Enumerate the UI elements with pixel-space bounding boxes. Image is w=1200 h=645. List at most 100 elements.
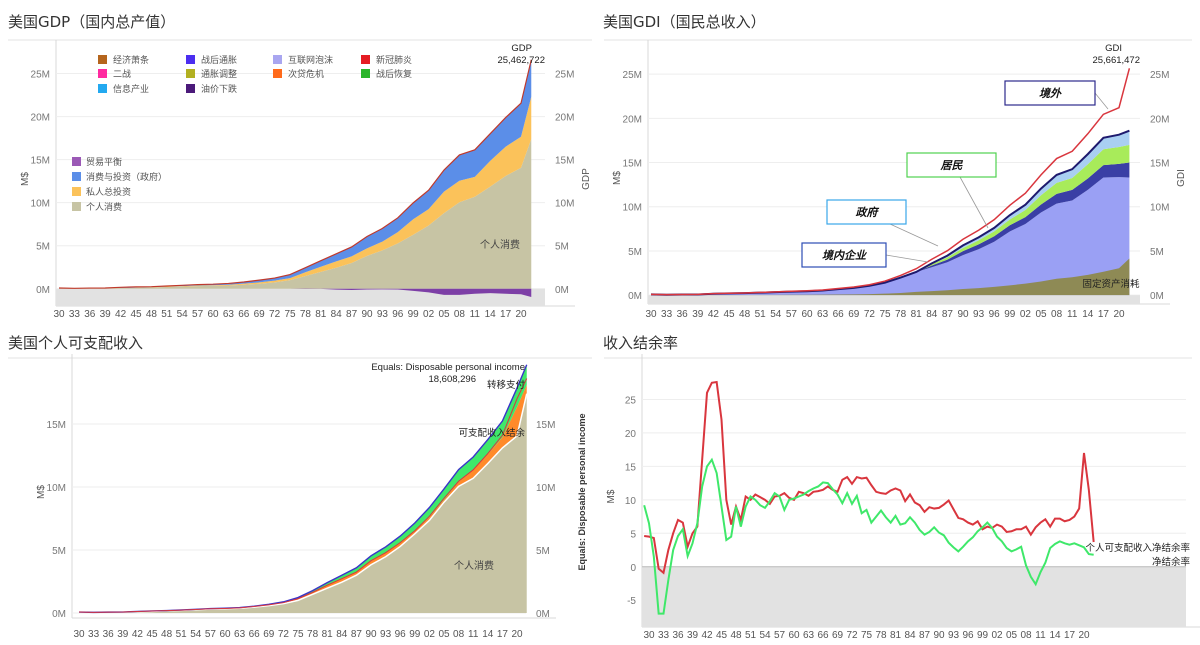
y-tick-label: 0M: [52, 609, 66, 620]
x-tick-label: 11: [1067, 309, 1078, 320]
disp-title: 美国个人可支配收入: [8, 334, 144, 352]
annotation-box: [1004, 80, 1096, 106]
x-tick-label: 96: [989, 309, 1001, 320]
y-right-tick-label: 0M: [1150, 291, 1164, 302]
y-axis-label: M$: [606, 489, 617, 503]
y-axis-label-right: Equals: Disposable personal income: [577, 413, 587, 570]
x-tick-label: 57: [774, 630, 786, 641]
line-label: 个人可支配收入净结余率: [1085, 542, 1190, 554]
y-axis-label-right: GDP: [581, 168, 592, 190]
x-tick-label: 75: [879, 309, 891, 320]
x-tick-label: 45: [146, 629, 158, 640]
y-right-tick-label: 10M: [555, 199, 574, 210]
x-tick-label: 36: [672, 630, 684, 641]
negative-zone: [56, 288, 545, 306]
x-tick-label: 84: [926, 309, 938, 320]
x-tick-label: 99: [409, 629, 421, 640]
annotation-text: 境外: [1039, 87, 1062, 100]
x-tick-label: 81: [911, 309, 923, 320]
x-tick-label: 87: [346, 309, 358, 320]
x-tick-label: 30: [643, 630, 655, 641]
y-tick-label: 20M: [31, 113, 50, 124]
y-right-tick-label: 10M: [536, 483, 555, 494]
x-tick-label: 11: [1035, 630, 1046, 641]
x-tick-label: 60: [788, 630, 800, 641]
legend-swatch: [273, 69, 282, 78]
x-tick-label: 05: [1035, 309, 1047, 320]
y-right-tick-label: 0M: [536, 609, 550, 620]
x-tick-label: 45: [716, 630, 728, 641]
legend-swatch: [98, 69, 107, 78]
x-tick-label: 11: [470, 309, 481, 320]
area-label: 转移支付: [487, 379, 526, 391]
legend-swatch: [98, 55, 107, 64]
x-tick-label: 69: [848, 309, 860, 320]
y-tick-label: 0M: [628, 291, 642, 302]
x-tick-label: 48: [161, 629, 173, 640]
x-tick-label: 57: [205, 629, 217, 640]
x-tick-label: 30: [73, 629, 85, 640]
legend-label: 二战: [113, 69, 131, 79]
x-tick-label: 45: [130, 309, 142, 320]
x-tick-label: 33: [88, 629, 100, 640]
annotation-leader: [889, 223, 939, 247]
x-tick-label: 60: [219, 629, 231, 640]
annotation-box: [906, 152, 997, 178]
negative-zone: [648, 295, 1140, 304]
x-tick-label: 33: [658, 630, 670, 641]
x-tick-label: 78: [895, 309, 907, 320]
x-tick-label: 30: [645, 309, 657, 320]
x-tick-label: 72: [278, 629, 290, 640]
annotation-box: [826, 199, 907, 225]
y-tick-label: 5M: [628, 247, 642, 258]
x-tick-label: 05: [438, 309, 450, 320]
x-tick-label: 54: [190, 629, 202, 640]
x-tick-label: 90: [933, 630, 945, 641]
x-tick-label: 84: [336, 629, 348, 640]
x-tick-label: 93: [948, 630, 960, 641]
x-tick-label: 02: [423, 309, 435, 320]
legend-swatch: [98, 84, 107, 93]
x-tick-label: 75: [284, 309, 296, 320]
x-tick-label: 20: [1078, 630, 1090, 641]
domestic-business-area: [651, 177, 1130, 296]
x-tick-label: 30: [53, 309, 65, 320]
gdp-annot-label: GDP: [511, 43, 532, 54]
legend-label: 贸易平衡: [86, 156, 122, 167]
x-tick-label: 81: [322, 629, 334, 640]
x-tick-label: 81: [890, 630, 902, 641]
x-tick-label: 60: [801, 309, 813, 320]
x-tick-label: 69: [254, 309, 266, 320]
legend-swatch: [186, 55, 195, 64]
x-tick-label: 20: [1113, 309, 1125, 320]
y-tick-label: 20M: [623, 114, 642, 125]
y-tick-label: 10M: [623, 203, 642, 214]
annotation-text: 居民: [940, 160, 964, 172]
x-tick-label: 75: [292, 629, 304, 640]
x-tick-label: 93: [380, 629, 392, 640]
x-tick-label: 51: [161, 309, 173, 320]
gdi-chart: 0M 0M 5M 5M 10M 10M 15M 15M 20M 20M 25M 25M M$ GDI GDI…: [604, 39, 1192, 320]
annotation-leader: [959, 176, 989, 229]
y-tick-label: 25M: [31, 70, 50, 81]
area-label: 个人消费: [454, 559, 494, 572]
x-tick-label: 66: [817, 630, 829, 641]
x-tick-label: 17: [1064, 630, 1076, 641]
x-tick-label: 78: [875, 630, 887, 641]
x-tick-label: 51: [745, 630, 757, 641]
x-tick-label: 14: [482, 629, 494, 640]
legend-swatch: [361, 69, 370, 78]
y-tick-label: 10M: [31, 199, 50, 210]
x-tick-label: 81: [315, 309, 327, 320]
x-tick-label: 66: [238, 309, 250, 320]
x-tick-label: 54: [770, 309, 782, 320]
x-tick-label: 42: [701, 630, 713, 641]
x-tick-label: 78: [307, 629, 319, 640]
legend-swatch: [361, 55, 370, 64]
x-tick-label: 60: [207, 309, 219, 320]
y-axis-label: M$: [612, 171, 623, 185]
x-tick-label: 39: [117, 629, 129, 640]
area-label: 固定资产消耗: [1082, 278, 1140, 290]
x-tick-label: 99: [977, 630, 989, 641]
x-tick-label: 96: [392, 309, 404, 320]
